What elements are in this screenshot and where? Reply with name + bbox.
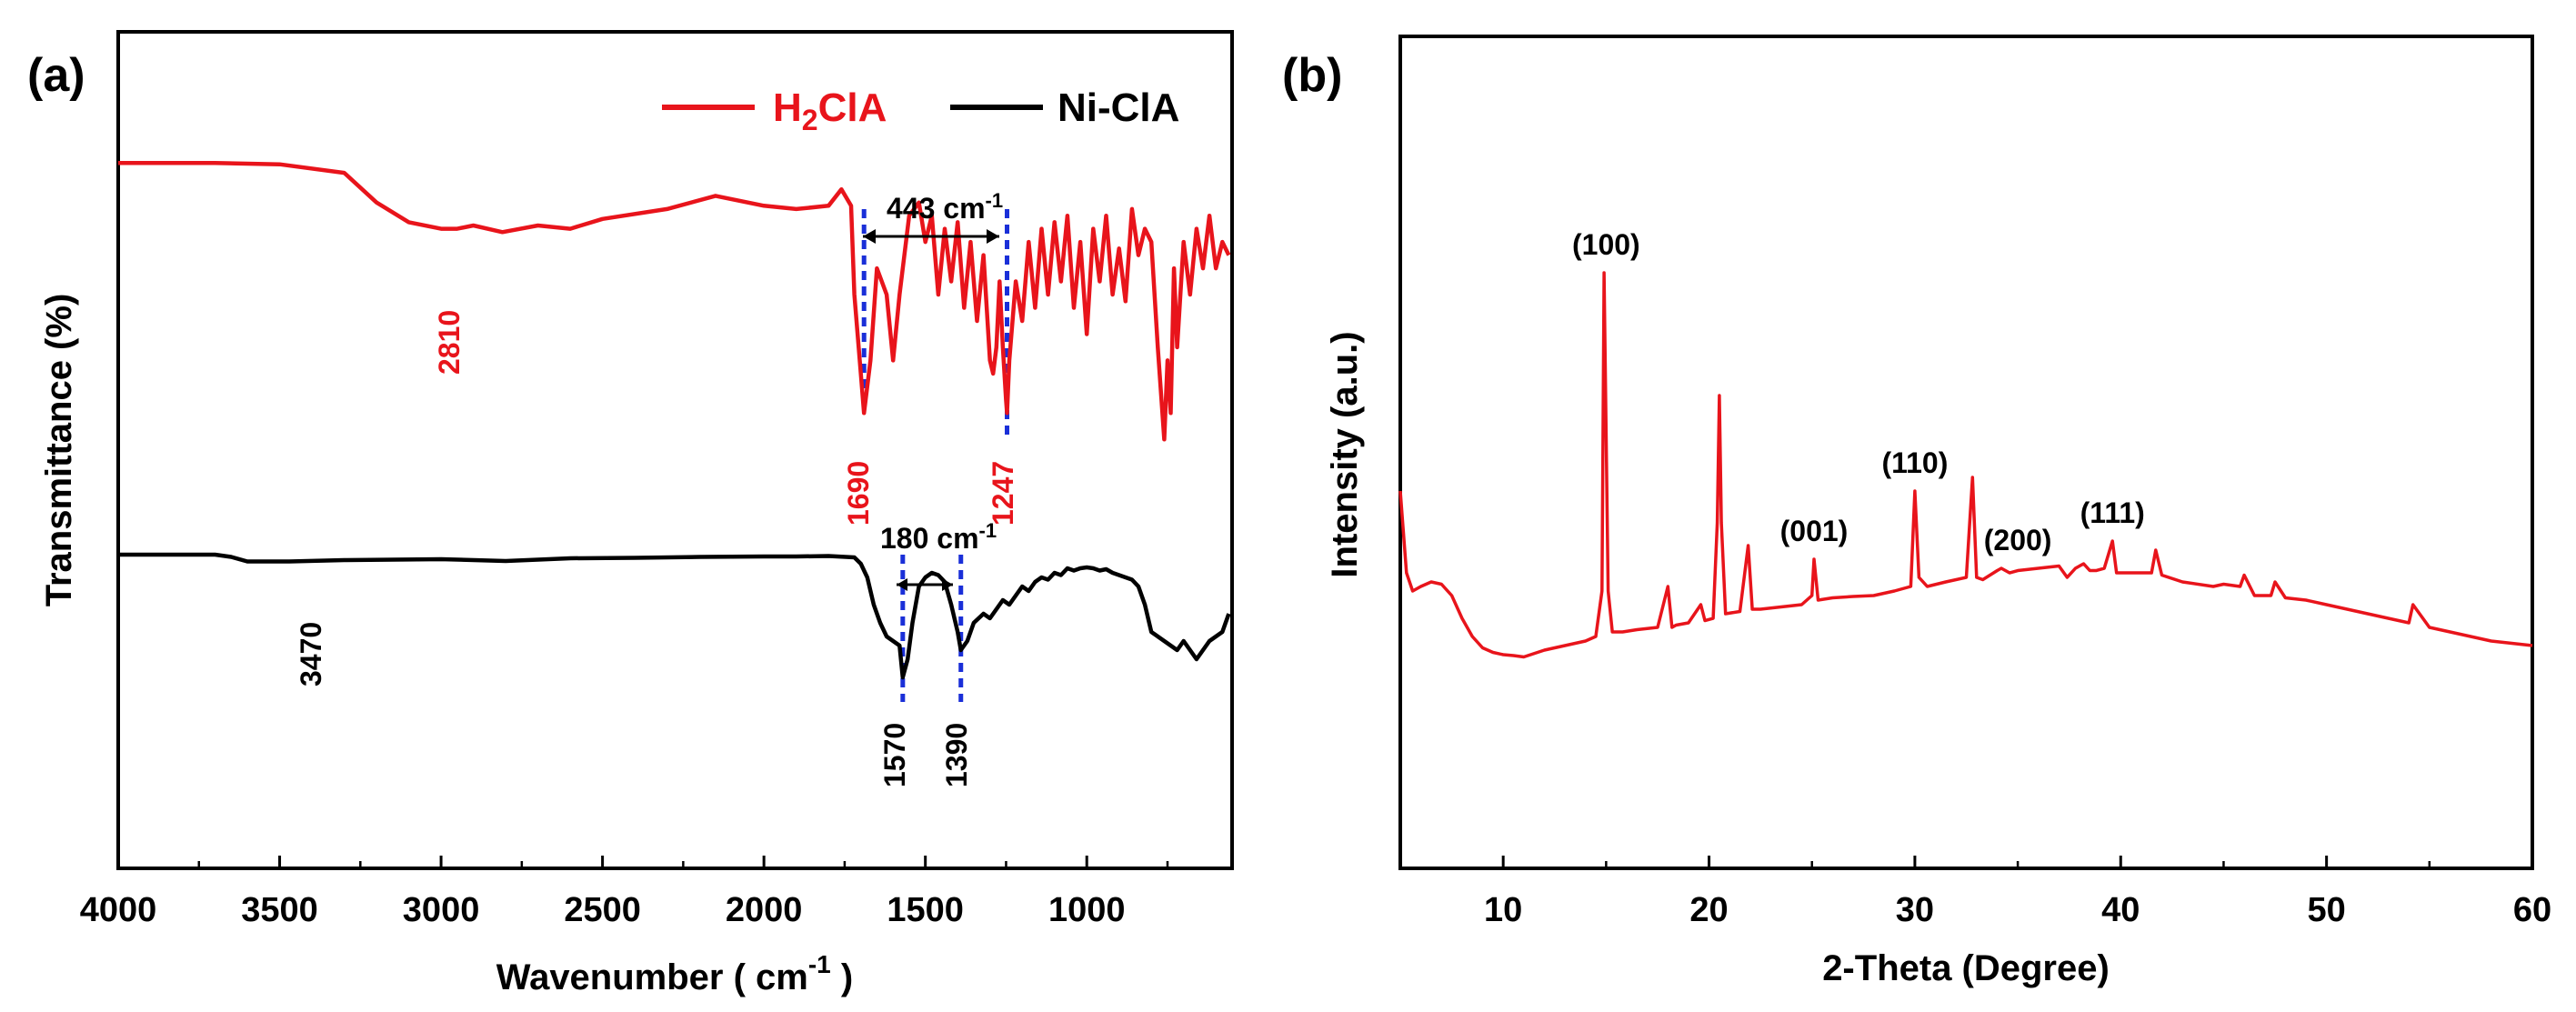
- annotation-1247: 1247: [987, 461, 1019, 526]
- panel-a-ylabel: Transmittance (%): [39, 294, 79, 607]
- panel-a-x-ticks: 4000 3500 3000 2500 2000 1500 1000: [80, 856, 1169, 929]
- annotation-1390: 1390: [940, 723, 973, 787]
- peak-label: (001): [1780, 515, 1849, 547]
- panel-b-tick-label: 30: [1896, 891, 1934, 929]
- panel-a-frame: [116, 30, 1234, 870]
- annotation-443: 443 cm-1: [887, 189, 1003, 225]
- series-h2cla: [118, 160, 1231, 442]
- annotation-1690: 1690: [842, 461, 875, 526]
- annotation-443-main: 443 cm: [887, 192, 986, 225]
- panel-b-xlabel: 2-Theta (Degree): [1822, 948, 2110, 988]
- panel-b-annotations: (100) (001) (110) (200) (111): [1572, 228, 2145, 556]
- panel-b-ylabel: Intensity (a.u.): [1325, 331, 1365, 577]
- panel-a-xlabel-end: ): [831, 957, 853, 997]
- series-ni-cla: [118, 552, 1231, 680]
- panel-a-tick-label: 3500: [241, 891, 318, 929]
- panel-a: (a) Transmittance (%) Wavenumber ( cm-1 …: [27, 30, 1234, 997]
- peak-label: (100): [1572, 228, 1640, 261]
- panel-b: (b) Intensity (a.u.) 2-Theta (Degree) 10…: [1282, 35, 2551, 988]
- annotation-180: 180 cm-1: [880, 519, 997, 555]
- panel-a-tick-label: 2500: [564, 891, 641, 929]
- annotation-443-sup: -1: [986, 189, 1004, 212]
- panel-b-tick-label: 40: [2101, 891, 2140, 929]
- panel-a-annotations: 2810 1690 1247 3470 1570 1390 443 cm-1 1…: [295, 189, 1019, 787]
- panel-b-series: [1398, 271, 2533, 659]
- panel-b-frame: [1398, 35, 2534, 870]
- panel-a-tick-label: 1500: [887, 891, 964, 929]
- annotation-180-main: 180 cm: [880, 522, 979, 555]
- panel-a-xlabel-main: Wavenumber ( cm: [496, 957, 808, 997]
- annotation-180-sup: -1: [979, 519, 997, 542]
- panel-a-tick-label: 4000: [80, 891, 157, 929]
- series-xrd: [1398, 271, 2533, 659]
- panel-a-xlabel: Wavenumber ( cm-1 ): [496, 950, 853, 997]
- annotation-2810: 2810: [433, 310, 466, 375]
- panel-b-tick-label: 60: [2513, 891, 2551, 929]
- panel-a-tick-label: 2000: [726, 891, 803, 929]
- panel-a-tick-label: 3000: [403, 891, 480, 929]
- legend-h2cla-sub: 2: [802, 104, 818, 136]
- peak-label: (110): [1881, 446, 1948, 479]
- panel-a-series: [118, 160, 1231, 680]
- panel-a-xlabel-sup: -1: [808, 950, 831, 978]
- panel-b-tick-label: 20: [1689, 891, 1728, 929]
- legend-h2cla-rest: ClA: [818, 85, 887, 130]
- panel-a-tick-label: 1000: [1048, 891, 1126, 929]
- panel-b-label: (b): [1282, 49, 1342, 102]
- annotation-3470: 3470: [295, 622, 327, 686]
- panel-b-tick-label: 50: [2307, 891, 2345, 929]
- peak-label: (200): [1984, 524, 2052, 556]
- panel-a-label: (a): [27, 49, 85, 102]
- panel-b-x-ticks: 10 20 30 40 50 60: [1484, 856, 2551, 929]
- panel-b-tick-label: 10: [1484, 891, 1522, 929]
- legend-h2cla-main: H: [773, 85, 802, 130]
- peak-label: (111): [2080, 496, 2145, 529]
- legend-label-ni-cla: Ni-ClA: [1057, 85, 1179, 130]
- legend-label-h2cla: H2ClA: [773, 85, 887, 136]
- annotation-1570: 1570: [878, 723, 911, 787]
- panel-a-legend: H2ClA Ni-ClA: [662, 85, 1179, 136]
